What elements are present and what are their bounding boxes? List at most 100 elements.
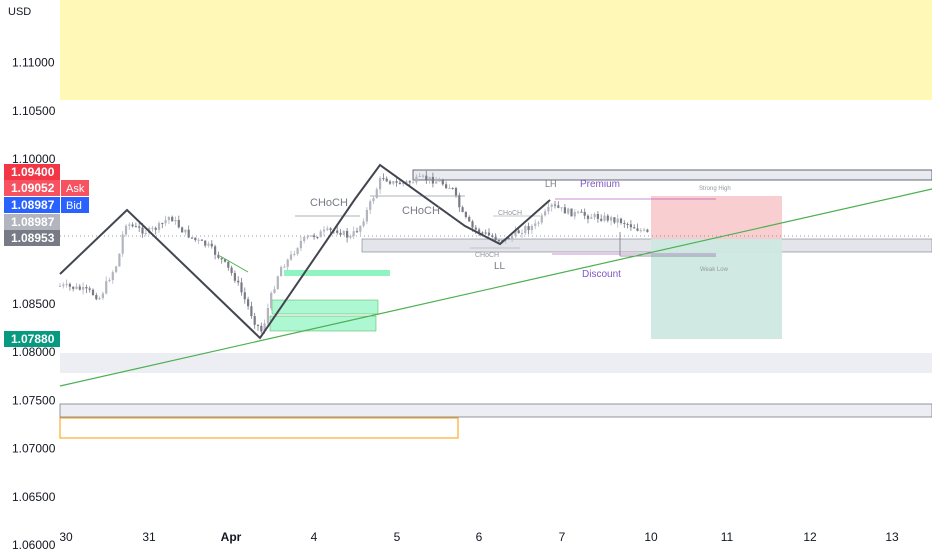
candle-body [567,208,570,214]
candle-body [280,267,283,277]
y-tick-label: 1.07000 [12,442,56,456]
candle-body [309,235,312,237]
candle-body [108,279,111,282]
candle-body [263,323,266,332]
candle-body [138,226,141,228]
stop-loss-zone [651,196,782,239]
premium-label: Premium [580,179,620,190]
candle-body [435,181,438,184]
candle-body [299,240,302,249]
candle-body [524,226,527,234]
candle-body [329,228,332,231]
candle-body [484,232,487,234]
candle-body [58,285,62,287]
candle-body [428,176,431,180]
candle-body [421,175,425,177]
x-tick-label: 6 [476,530,483,544]
candle-body [349,235,352,238]
gray-zone-bottom [59,403,932,418]
gray-zone-mid [361,238,932,253]
candle-body [372,198,375,202]
zigzag-line[interactable] [59,163,551,340]
candle-body [88,288,91,290]
price-tag-text: 1.09052 [11,181,55,195]
lh-label: LH [545,179,557,189]
price-tag-text: 1.09400 [11,165,55,179]
choch-label-2: CHoCH [402,205,440,217]
candle-body [181,227,184,233]
trendline[interactable] [59,188,932,387]
x-axis: 30 31 Apr 4 5 6 7 10 11 12 13 [59,530,899,544]
candle-body [326,228,329,230]
candle-body [534,223,537,227]
candle-body [177,219,180,228]
candle-body [537,222,540,224]
candle-body [471,221,474,228]
candle-body [62,284,65,286]
candle-body [121,234,124,254]
candle-body [204,240,207,246]
order-block [59,417,459,439]
candle-body [210,243,213,247]
price-tag-label-box [61,197,89,213]
price-tag-text: 1.07880 [11,332,55,346]
candle-body [164,220,167,224]
y-tick-label: 1.07500 [12,393,56,407]
candles-layer [58,170,649,334]
candle-body [527,226,530,231]
candle-body [606,215,609,221]
candle-body [240,282,243,293]
candle-body [408,181,411,183]
x-tick-label: 12 [803,530,817,544]
candle-body [507,238,510,240]
choch-label-4: CHoCH [475,252,499,259]
y-tick-label: 1.06500 [12,490,56,504]
price-tag-label: Ask [66,183,85,195]
candle-body [412,182,415,184]
candle-body [636,228,639,231]
candle-body [586,215,590,219]
candle-body [78,286,81,290]
x-tick-label: 10 [644,530,658,544]
price-tag-label-box [61,180,89,196]
x-tick-label: 31 [142,530,156,544]
candle-body [134,226,137,228]
candle-body [590,217,593,219]
candle-body [511,235,514,240]
supply-zone [60,0,932,100]
candle-body [362,221,365,226]
candle-body [464,211,467,217]
candle-body [623,223,626,225]
candle-body [603,215,606,221]
candle-body [336,230,339,233]
candle-body [283,266,286,268]
candle-body [256,324,260,326]
candle-body [95,295,98,300]
candle-body [111,272,114,280]
candle-body [319,231,322,238]
x-tick-label: 4 [311,530,318,544]
price-tags: 1.09400 1.09052 Ask 1.08987 Bid 1.08987 1.0895… [4,164,89,347]
candle-body [619,218,623,224]
candle-body [487,232,491,236]
candle-body [395,181,398,183]
candle-body [197,239,200,241]
candle-body [270,293,273,309]
y-tick-label: 1.08000 [12,345,56,359]
gray-zone-top [412,169,932,181]
candle-body [98,298,101,300]
candle-body [296,248,299,254]
candle-body [402,182,405,185]
candle-body [626,223,629,225]
candle-body [82,287,85,290]
candle-body [91,289,95,296]
candle-body [577,211,580,213]
candle-body [346,230,349,238]
choch-label-3: CHoCH [498,210,522,217]
candle-body [646,229,649,232]
candle-body [474,227,477,230]
candle-body [639,230,642,232]
candle-body [530,226,533,231]
candle-body [68,283,71,287]
